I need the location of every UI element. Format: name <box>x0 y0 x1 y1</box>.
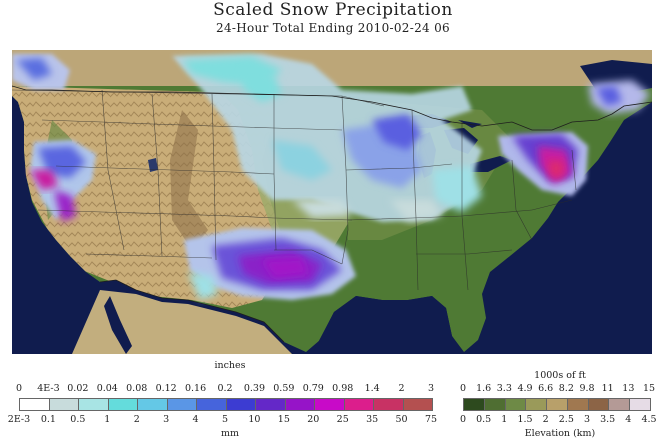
snow_legend-bottom-tick-label: 0.5 <box>70 414 86 425</box>
elevation_legend-bottom-tick-label: 3.5 <box>600 414 616 425</box>
snow_legend-swatch <box>49 399 79 410</box>
us-canada-border <box>12 85 652 131</box>
snow_legend-bottom-tick-label: 50 <box>395 414 408 425</box>
snow_legend-swatch <box>315 399 345 410</box>
state-boundaries <box>12 89 577 291</box>
elevation_legend-swatch <box>609 399 631 410</box>
map-title: Scaled Snow Precipitation <box>213 0 453 20</box>
snow_legend-bottom-tick-label: 2E-3 <box>7 414 31 425</box>
snow_legend-swatch <box>108 399 138 410</box>
elevation_legend-top-tick-label: 6.6 <box>538 383 554 394</box>
elevation_legend-bottom-tick-label: 1.5 <box>517 414 533 425</box>
snow_legend-bottom-tick-label: 20 <box>307 414 320 425</box>
elevation_legend-swatch <box>588 399 610 410</box>
snow_legend-top-tick-label: 3 <box>427 383 435 394</box>
elevation_legend-top-tick-label: 3.3 <box>496 383 512 394</box>
map-canvas <box>12 50 652 354</box>
gulf-of-california <box>104 296 132 354</box>
snow-color-bar <box>19 398 433 411</box>
elevation_legend-top-tick-label: 8.2 <box>558 383 574 394</box>
elevation_legend-bottom-tick-label: 1 <box>501 414 508 425</box>
snow_legend-swatch <box>403 399 432 410</box>
elevation_legend-bottom-tick-label: 0 <box>459 414 467 425</box>
snow_legend-bottom-tick-label: 75 <box>424 414 438 425</box>
snow_legend-top-tick-label: 4E-3 <box>37 383 60 394</box>
snow_legend-top-tick-label: 1.4 <box>364 383 380 394</box>
elevation_legend-bottom-tick-label: 4 <box>625 414 632 425</box>
gulf-of-mexico <box>312 296 464 354</box>
snow_legend-bottom-tick-label: 3 <box>163 414 170 425</box>
snow_legend-bottom-tick-label: 2 <box>133 414 140 425</box>
snow_legend-swatch <box>344 399 374 410</box>
elevation_legend-bottom-tick-label: 0.5 <box>476 414 492 425</box>
elevation_legend-swatch <box>464 399 485 410</box>
elevation_legend-swatch <box>547 399 568 410</box>
elevation_legend-bottom-tick-label: 4.5 <box>641 414 657 425</box>
snow_legend-swatch <box>79 399 109 410</box>
snow_legend-bottom-tick-label: 5 <box>221 414 229 425</box>
elevation_legend-swatch <box>630 399 651 410</box>
snow_legend-top-tick-label: 0.02 <box>67 383 89 394</box>
snow_legend-bottom-tick-label: 15 <box>277 414 290 425</box>
snow_legend-top-tick-label: 0.2 <box>217 383 233 394</box>
snow_legend-bottom-tick-label: 35 <box>366 414 379 425</box>
snow_legend-bottom-tick-label: 1 <box>104 414 111 425</box>
snow_legend-swatch <box>226 399 256 410</box>
elevation_legend-swatch <box>484 399 506 410</box>
snow_legend-top-tick-label: 0.98 <box>332 383 354 394</box>
elevation_legend-top-tick-label: 9.8 <box>579 383 595 394</box>
snow-legend-bottom-unit: mm <box>220 428 240 439</box>
snow_legend-top-tick-label: 0.04 <box>96 383 118 394</box>
snow_legend-bottom-tick-label: 4 <box>192 414 199 425</box>
us-mexico-border <box>99 279 285 343</box>
snow_legend-swatch <box>285 399 315 410</box>
snow_legend-top-tick-label: 0.16 <box>184 383 207 394</box>
snow_legend-bottom-tick-label: 0.1 <box>40 414 56 425</box>
great-salt-lake <box>148 158 158 172</box>
elevation_legend-swatch <box>526 399 548 410</box>
map-subtitle: 24-Hour Total Ending 2010-02-24 06 <box>216 21 450 35</box>
snow-precipitation-map[interactable] <box>12 50 652 354</box>
elevation-legend-top-unit: 1000s of ft <box>534 370 586 381</box>
snow_legend-top-tick-label: 2 <box>398 383 405 394</box>
elevation_legend-top-tick-label: 4.9 <box>517 383 533 394</box>
snow_legend-swatch <box>197 399 227 410</box>
snow_legend-swatch <box>138 399 168 410</box>
snow-legend-top-unit: inches <box>214 360 246 371</box>
snow_legend-swatch <box>256 399 286 410</box>
elevation_legend-top-tick-label: 15 <box>642 383 656 394</box>
elevation_legend-bottom-tick-label: 2.5 <box>558 414 574 425</box>
elevation_legend-top-tick-label: 11 <box>601 383 614 394</box>
snow_legend-top-tick-label: 0 <box>15 383 23 394</box>
elevation-legend-bottom-unit: Elevation (km) <box>524 428 596 439</box>
snow_legend-top-tick-label: 0.08 <box>126 383 148 394</box>
snow_legend-swatch <box>167 399 197 410</box>
elevation_legend-bottom-tick-label: 2 <box>542 414 549 425</box>
snow_legend-swatch <box>20 399 50 410</box>
elevation-color-bar <box>463 398 651 411</box>
elevation_legend-bottom-tick-label: 3 <box>583 414 591 425</box>
elevation_legend-top-tick-label: 13 <box>622 383 635 394</box>
elevation_legend-top-tick-label: 0 <box>459 383 467 394</box>
snow_legend-top-tick-label: 0.79 <box>302 383 324 394</box>
snow_legend-swatch <box>374 399 404 410</box>
elevation_legend-swatch <box>567 399 589 410</box>
snow_legend-bottom-tick-label: 10 <box>248 414 261 425</box>
snow_legend-top-tick-label: 0.39 <box>243 383 265 394</box>
elevation_legend-top-tick-label: 1.6 <box>476 383 492 394</box>
snow_legend-bottom-tick-label: 25 <box>336 414 349 425</box>
elevation_legend-swatch <box>505 399 527 410</box>
snow_legend-top-tick-label: 0.12 <box>155 383 177 394</box>
snow_legend-top-tick-label: 0.59 <box>273 383 295 394</box>
